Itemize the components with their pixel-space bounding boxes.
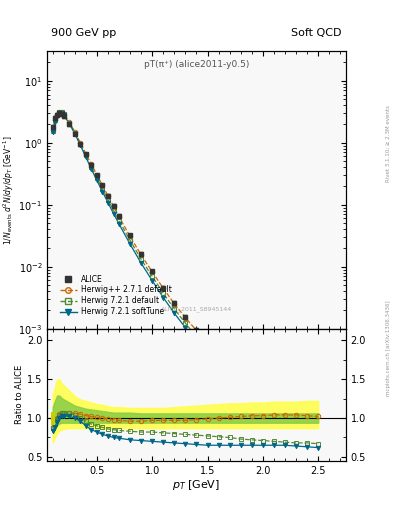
Text: Rivet 3.1.10; ≥ 2.3M events: Rivet 3.1.10; ≥ 2.3M events — [386, 105, 391, 182]
Text: pT(π⁺) (alice2011-y0.5): pT(π⁺) (alice2011-y0.5) — [144, 59, 249, 69]
Text: 900 GeV pp: 900 GeV pp — [51, 28, 116, 38]
Y-axis label: Ratio to ALICE: Ratio to ALICE — [15, 365, 24, 424]
Y-axis label: $1/N_\mathrm{events}\;d^2N/dy/dp_T\;[\mathrm{GeV}^{-1}]$: $1/N_\mathrm{events}\;d^2N/dy/dp_T\;[\ma… — [1, 135, 16, 245]
Text: Soft QCD: Soft QCD — [292, 28, 342, 38]
X-axis label: $p_T\;[\mathrm{GeV}]$: $p_T\;[\mathrm{GeV}]$ — [173, 478, 220, 493]
Legend: ALICE, Herwig++ 2.7.1 default, Herwig 7.2.1 default, Herwig 7.2.1 softTune: ALICE, Herwig++ 2.7.1 default, Herwig 7.… — [57, 271, 174, 319]
Text: ALICE_2011_S8945144: ALICE_2011_S8945144 — [161, 306, 232, 312]
Text: mcplots.cern.ch [arXiv:1306.3436]: mcplots.cern.ch [arXiv:1306.3436] — [386, 301, 391, 396]
